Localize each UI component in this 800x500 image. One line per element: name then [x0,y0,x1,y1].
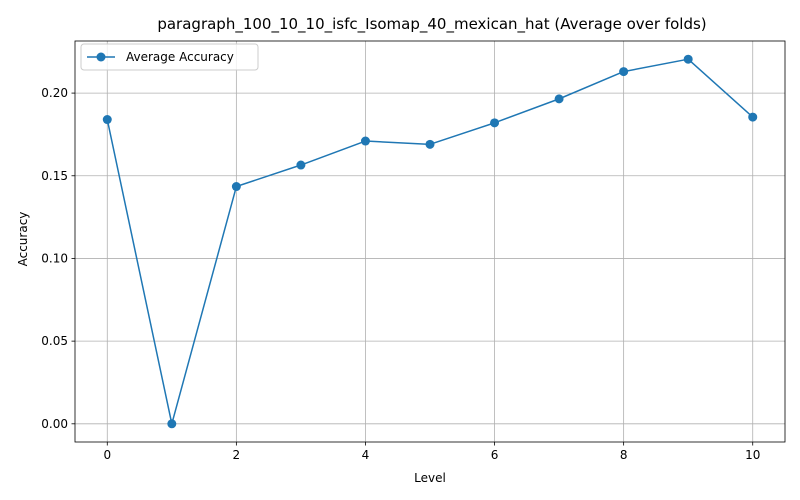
grid [75,41,785,442]
series-line [106,58,754,425]
data-point [554,94,564,104]
legend-marker-swatch [96,52,106,62]
data-point [231,182,241,192]
data-point [425,139,435,149]
y-axis-label: Accuracy [16,212,30,267]
x-tick-label: 6 [491,448,499,462]
x-tick-label: 8 [620,448,628,462]
data-point [683,54,693,64]
legend: Average Accuracy [80,43,259,71]
series-layer [102,54,758,429]
y-tick-label: 0.00 [41,417,68,431]
x-tick-label: 10 [745,448,760,462]
y-tick-label: 0.20 [41,86,68,100]
plot-frame [74,40,786,443]
data-point [619,67,629,77]
x-axis-label: Level [414,471,446,485]
x-tick-label: 2 [233,448,241,462]
axes: 0 2 4 6 8 10 0.00 0.05 0.10 0.15 0.20 [41,40,786,462]
data-point [490,118,500,128]
chart-title: paragraph_100_10_10_isfc_Isomap_40_mexic… [157,15,706,34]
y-tick-label: 0.05 [41,334,68,348]
data-point [360,136,370,146]
data-point [102,115,112,125]
data-point [296,160,306,170]
x-tick-label: 4 [362,448,370,462]
legend-label: Average Accuracy [126,50,234,64]
data-point [167,419,177,429]
x-tick-label: 0 [103,448,111,462]
data-point [748,112,758,122]
y-tick-label: 0.10 [41,251,68,265]
legend-box [80,43,259,71]
y-tick-label: 0.15 [41,169,68,183]
